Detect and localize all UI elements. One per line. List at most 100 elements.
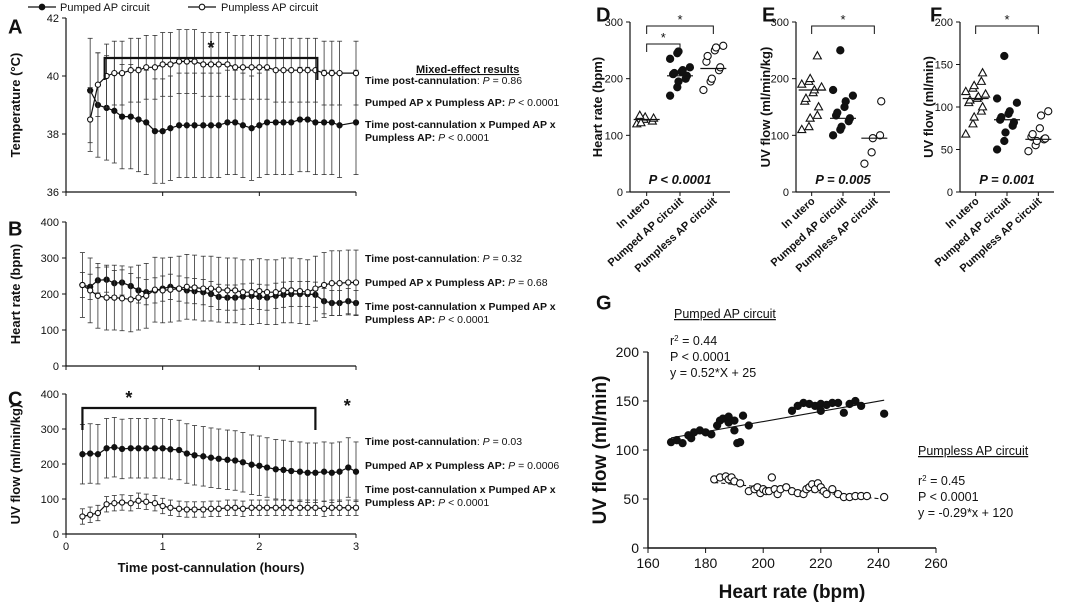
panel-c-series-pumped-point-30 <box>320 468 328 475</box>
panel-d-ytick-label-2: 200 <box>605 74 623 86</box>
panel-a-series-pumped-point-4 <box>118 113 126 120</box>
panel-c-xtick-label-2: 2 <box>256 541 262 553</box>
panel-a-series-pumpless-point-4 <box>118 69 126 77</box>
panel-c-series-pumpless-point-26 <box>288 504 295 511</box>
panel-g-series-pumped-point-20 <box>787 406 797 415</box>
panel-c-annotation-0: Time post-cannulation: P = 0.03 <box>365 436 522 448</box>
panel-c-series-pumped-point-34 <box>352 468 360 475</box>
panel-c-xtick-label-1: 1 <box>160 541 166 553</box>
panel-a-series-pumpless-point-31 <box>336 69 343 77</box>
panel-a-ytick-label-3: 42 <box>47 13 59 25</box>
panel-c-sig-star-0: * <box>125 388 132 408</box>
panel-c-series-pumpless-point-15 <box>200 506 207 513</box>
panel-a-label: A <box>8 17 22 39</box>
panel-f-point-0-14 <box>977 67 988 77</box>
panel-c-series-pumped-point-22 <box>256 462 263 469</box>
panel-a-series-pumpless-point-29 <box>320 69 328 77</box>
panel-b-annotation-2-line2-part-3: < 0.0001 <box>445 314 489 326</box>
panel-c-series-pumped-point-29 <box>312 469 319 476</box>
panel-f-point-1-6 <box>997 113 1006 122</box>
panel-b-annotation-1-part-2: P <box>508 277 515 289</box>
panel-d-point-1-0 <box>665 91 675 100</box>
panel-a-annotation-1-part-3: = 0.86 <box>490 75 523 87</box>
panel-d-point-1-12 <box>674 47 683 56</box>
panel-a-ytick-label-1: 38 <box>47 129 59 141</box>
panel-a-annotation-1-part-0: Time post-cannulation <box>365 75 477 87</box>
panel-e-ylabel: UV flow (ml/min/kg) <box>758 47 773 168</box>
panel-c-xtick-label-0: 0 <box>63 541 69 553</box>
panel-g-series-pumpless-point-6 <box>736 479 745 488</box>
panel-b-annotation-0-part-1: : <box>477 253 483 265</box>
panel-e-point-1-9 <box>848 91 858 100</box>
panel-c-series-pumped-point-9 <box>151 445 159 452</box>
panel-b-ytick-label-0: 0 <box>53 361 59 373</box>
panel-a-series-pumped-point-25 <box>288 119 295 126</box>
panel-a-ytick-label-0: 36 <box>47 187 59 199</box>
panel-g-ytick-label-0: 0 <box>631 540 639 556</box>
panel-b-series-pumpless-point-15 <box>200 285 207 292</box>
panel-c-ytick-label-0: 0 <box>53 529 59 541</box>
panel-g-series-pumped-point-19 <box>744 421 753 430</box>
panel-c-series-pumpless-point-6 <box>127 500 134 507</box>
panel-a-series-pumped-point-18 <box>232 119 239 126</box>
panel-b-annotation-1-part-0: Pumped AP x Pumpless AP: <box>365 277 505 289</box>
panel-c-series-pumpless-point-22 <box>256 504 263 511</box>
panel-b-annotation-2-line1: Time post-cannulation x Pumped AP x <box>365 301 556 313</box>
panel-d-point-2-0 <box>699 85 708 95</box>
panel-c-ytick-label-3: 300 <box>41 424 59 436</box>
panel-d-point-0-6 <box>636 117 646 127</box>
panel-a-series-pumped-point-11 <box>175 122 183 129</box>
panel-c-annotation-1-part-0: Pumped AP x Pumpless AP: <box>365 460 505 472</box>
panel-f-point-2-6 <box>1028 130 1037 139</box>
panel-g-legend-pumped-title: Pumped AP circuit <box>674 307 776 321</box>
panel-g-series-pumped-point-8 <box>707 430 716 439</box>
panel-a-series-pumped-point-31 <box>336 122 343 129</box>
panel-a-series-pumpless-point-10 <box>167 61 174 68</box>
panel-a-sig-bracket-0 <box>103 56 319 80</box>
panel-a-series-pumpless-point-14 <box>200 61 207 68</box>
panel-g-series-pumpless-point-29 <box>822 489 831 499</box>
panel-c-series-pumped-point-17 <box>215 455 222 462</box>
panel-b-series-pumpless-point-32 <box>336 280 343 287</box>
panel-d-ylabel: Heart rate (bpm) <box>590 57 605 157</box>
panel-g-series-pumped-point-14 <box>730 416 739 425</box>
panel-c-series-pumped-point-13 <box>183 450 190 457</box>
panel-g-series-pumped-point-26 <box>816 406 825 415</box>
panel-f-point-1-1 <box>1000 136 1009 146</box>
panel-a-series-pumped-point-5 <box>127 113 134 120</box>
panel-c-series-pumped-point-20 <box>239 459 247 466</box>
panel-b-series-pumpless-point-24 <box>272 289 279 296</box>
panel-c-series-pumpless-point-34 <box>352 504 360 511</box>
panel-c-series-pumpless-point-5 <box>118 499 126 506</box>
panel-c-series-pumpless-point-13 <box>183 506 190 513</box>
panel-f-point-0-6 <box>965 94 975 104</box>
legend-pumpless-marker <box>198 3 206 11</box>
panel-c-series-pumped-point-5 <box>118 445 126 453</box>
panel-f-point-0-1 <box>968 118 978 128</box>
panel-c-series-pumped-point-19 <box>232 457 239 464</box>
panel-e-point-0-3 <box>812 110 823 119</box>
panel-f-point-1-8 <box>1005 107 1014 116</box>
panel-b-series-pumpless-point-10 <box>159 287 166 294</box>
panel-b-series-pumpless-point-8 <box>143 292 150 299</box>
panel-g-series-pumpless-point-37 <box>880 492 889 502</box>
panel-c-series-pumpless-point-25 <box>280 504 287 511</box>
panel-a-series-pumped-point-27 <box>304 116 311 123</box>
panel-a-series-pumpless-point-8 <box>151 64 159 71</box>
panel-d-point-1-10 <box>665 54 675 63</box>
panel-b-series-pumpless-point-9 <box>151 286 159 293</box>
panel-a-series-pumped-point-26 <box>296 116 304 123</box>
panel-g-series-pumpless-point-36 <box>862 491 872 501</box>
panel-g-ylabel: UV flow (ml/min) <box>590 376 611 525</box>
panel-a-series-pumpless-point-24 <box>280 67 287 74</box>
panel-b-series-pumpless-point-3 <box>103 294 110 301</box>
panel-a-series-pumped-point-21 <box>256 122 263 129</box>
panel-b-series-pumpless-point-13 <box>183 283 190 290</box>
panel-f-point-1-0 <box>992 145 1002 154</box>
panel-b-annotation-0: Time post-cannulation: P = 0.32 <box>365 253 522 265</box>
panel-b-series-pumpless-point-20 <box>239 289 247 296</box>
panel-a-annotation-1-part-2: P <box>483 75 490 87</box>
panel-d-point-1-2 <box>674 77 683 86</box>
panel-c-series-pumped-point-26 <box>288 467 295 475</box>
panel-f-point-0-9 <box>980 88 991 98</box>
